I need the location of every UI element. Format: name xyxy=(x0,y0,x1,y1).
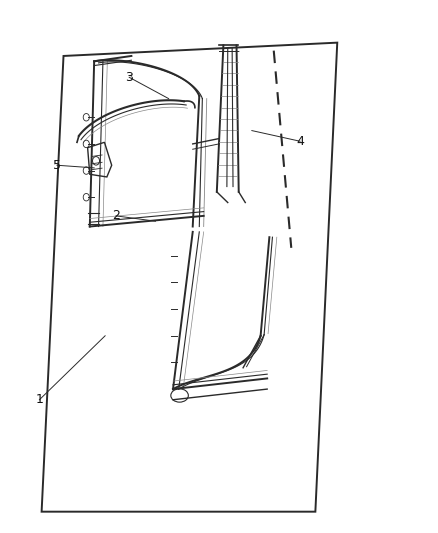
Text: 3: 3 xyxy=(125,71,133,84)
Text: 2: 2 xyxy=(112,209,120,222)
Text: 4: 4 xyxy=(296,135,304,148)
Text: 1: 1 xyxy=(35,393,43,406)
Text: 5: 5 xyxy=(53,159,61,172)
